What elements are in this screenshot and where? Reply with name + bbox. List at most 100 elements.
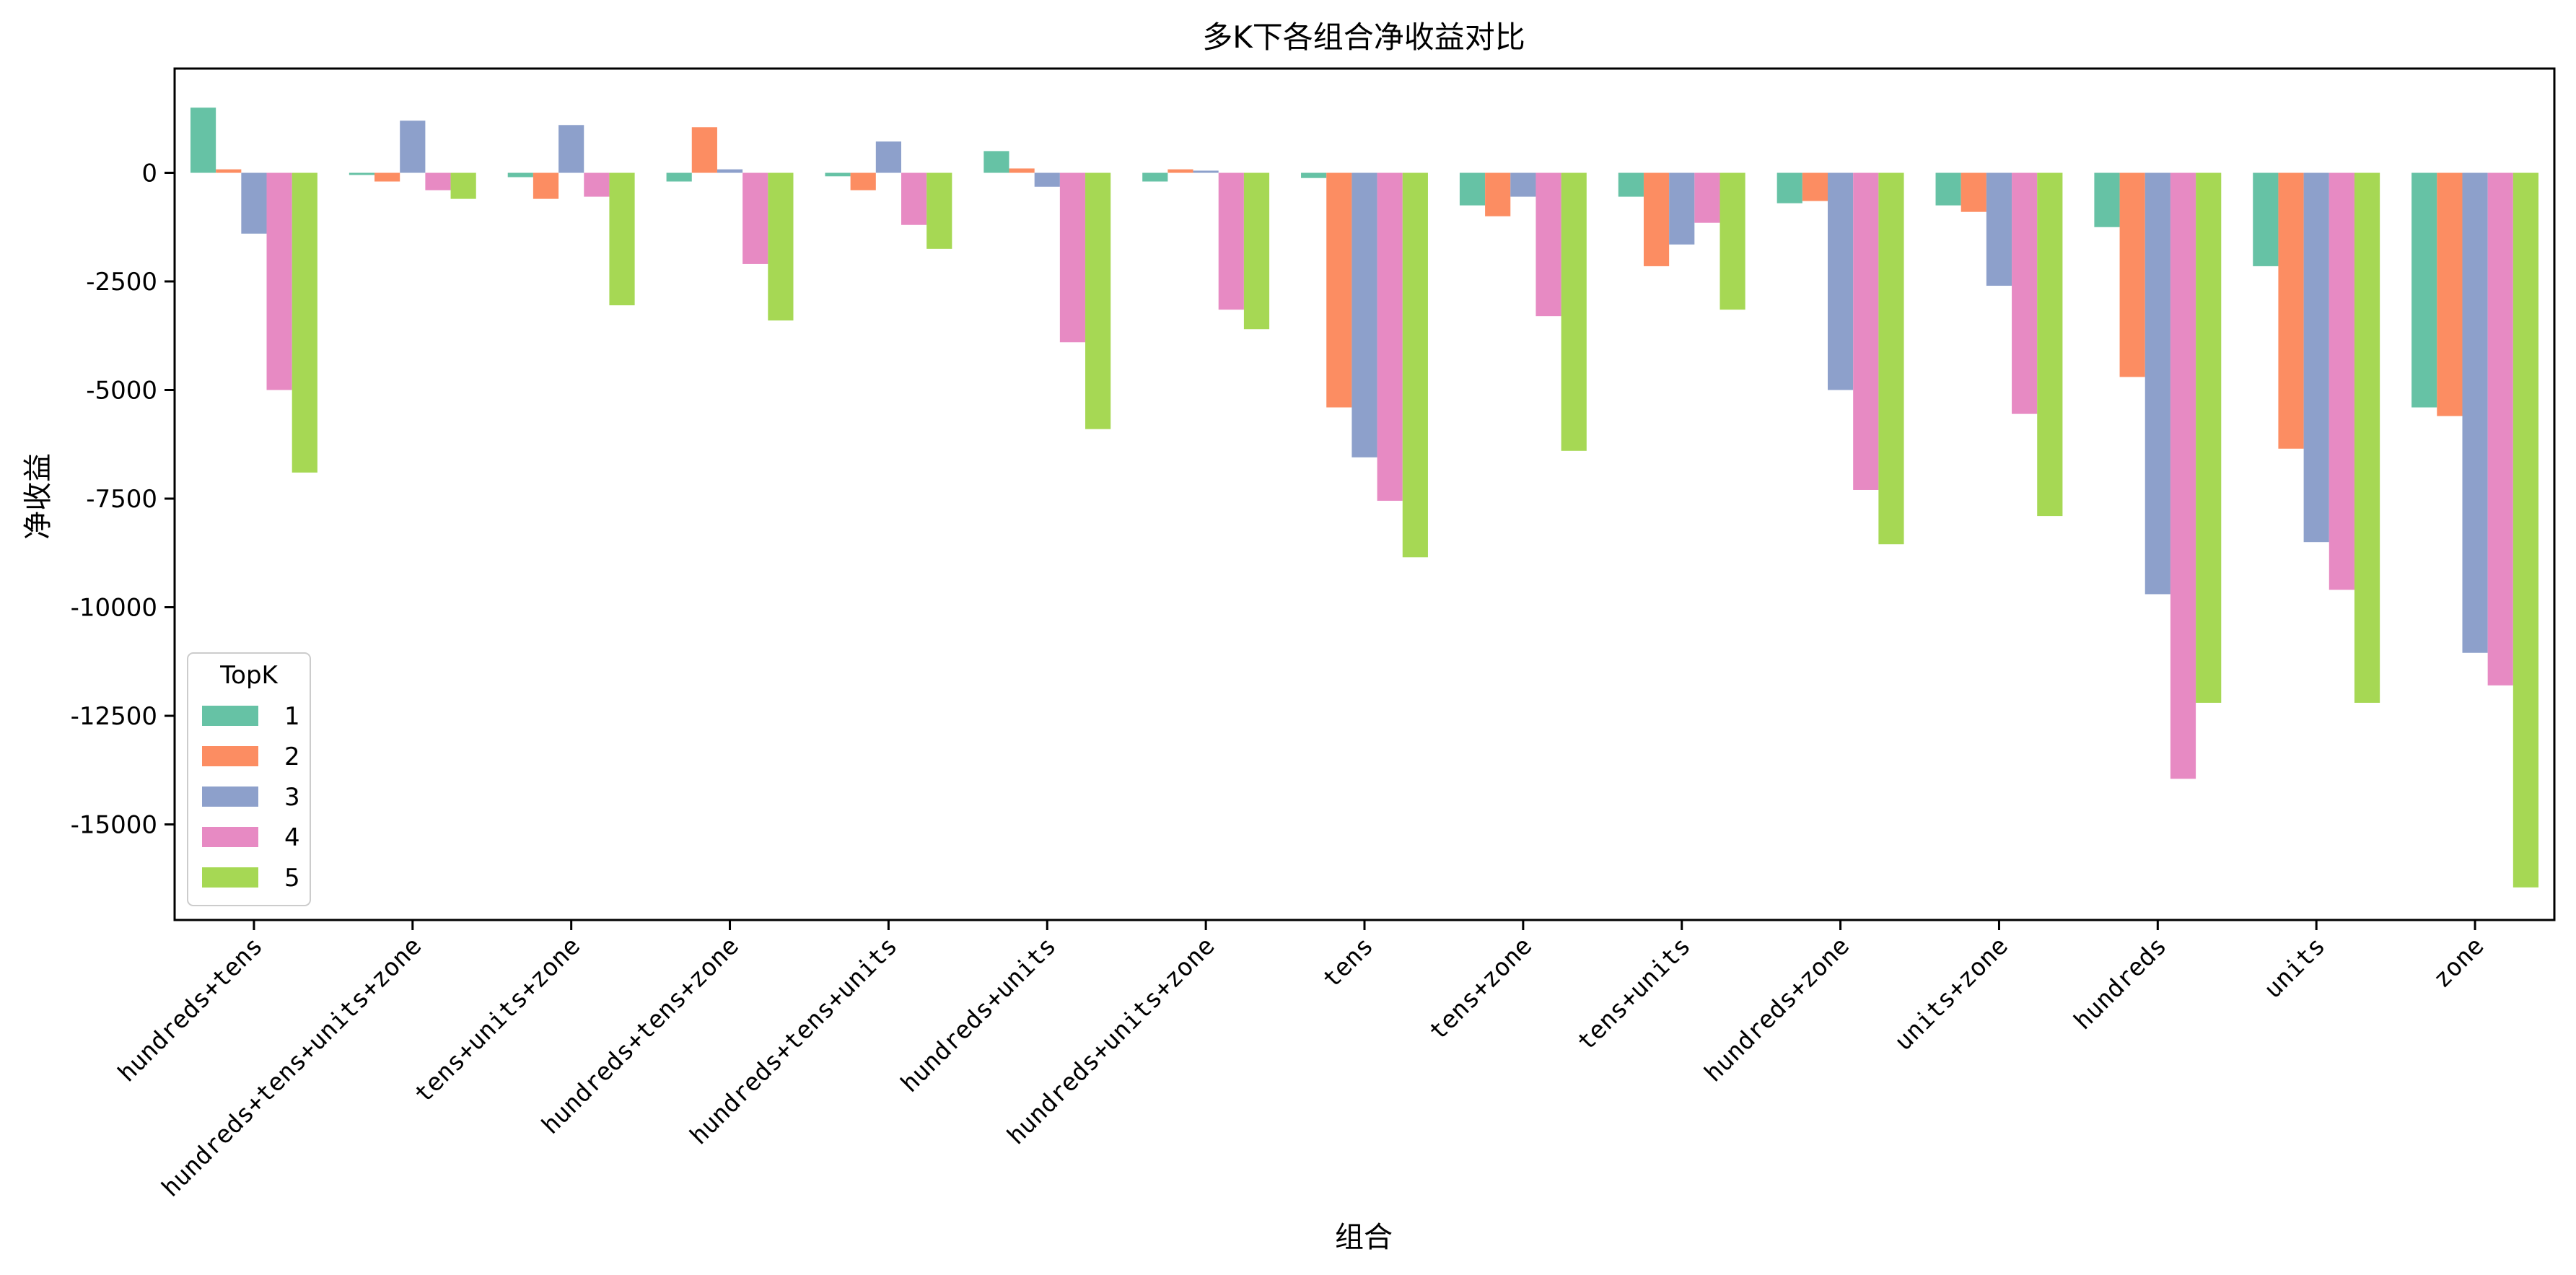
x-axis: hundreds+tenshundreds+tens+units+zoneten…	[113, 920, 2489, 1203]
bar-tens+units+zone-topk-1	[507, 172, 533, 178]
bar-units+zone-topk-5	[2037, 172, 2063, 517]
bar-tens-topk-4	[1377, 172, 1403, 501]
bar-tens+units-topk-2	[1643, 172, 1670, 266]
bar-hundreds+units-topk-1	[983, 151, 1009, 173]
bar-tens+zone-topk-3	[1510, 172, 1536, 197]
bar-hundreds+units+zone-topk-4	[1218, 172, 1244, 310]
bar-units+zone-topk-1	[1935, 172, 1961, 206]
bar-hundreds+tens+zone-topk-4	[742, 172, 768, 264]
bar-hundreds+tens-topk-5	[292, 172, 317, 473]
bar-hundreds+tens+units-topk-4	[901, 172, 927, 225]
bar-tens+zone-topk-2	[1485, 172, 1511, 216]
bar-units+zone-topk-2	[1961, 172, 1986, 212]
legend-swatch-4	[202, 827, 258, 847]
bars-group	[190, 108, 2539, 888]
bar-hundreds+tens+zone-topk-1	[666, 172, 692, 182]
bar-tens-topk-2	[1326, 172, 1352, 408]
bar-hundreds+units+zone-topk-2	[1167, 169, 1193, 173]
bar-zone-topk-3	[2462, 172, 2488, 653]
y-axis: 0 -2500 -5000 -7500 -10000 -12500 -15000	[71, 159, 175, 840]
x-tick-label: tens+units+zone	[409, 932, 586, 1108]
bar-units+zone-topk-4	[2012, 172, 2038, 414]
y-tick-label: -2500	[86, 268, 157, 297]
bar-units+zone-topk-3	[1986, 172, 2012, 286]
bar-hundreds+tens-topk-1	[190, 108, 216, 173]
bar-hundreds-topk-1	[2094, 172, 2120, 227]
x-tick-label: tens	[1317, 932, 1379, 994]
x-tick-label: tens+units	[1572, 932, 1696, 1056]
bar-hundreds+tens+units+zone-topk-2	[374, 172, 400, 182]
bar-hundreds+tens+units-topk-2	[850, 172, 876, 190]
bar-hundreds+zone-topk-1	[1777, 172, 1802, 203]
bar-tens+units+zone-topk-2	[533, 172, 559, 199]
bar-zone-topk-2	[2437, 172, 2463, 416]
x-tick-label: units	[2259, 932, 2331, 1004]
x-tick-label: hundreds+tens	[113, 932, 268, 1087]
bar-hundreds+tens+zone-topk-3	[717, 169, 743, 173]
bar-hundreds+units+zone-topk-1	[1142, 172, 1168, 182]
bar-zone-topk-5	[2513, 172, 2539, 888]
y-tick-label: 0	[141, 159, 157, 188]
bar-tens+units+zone-topk-4	[584, 172, 610, 197]
y-tick-label: -10000	[71, 594, 157, 623]
bar-zone-topk-1	[2411, 172, 2437, 408]
bar-units-topk-2	[2278, 172, 2304, 449]
legend-swatch-5	[202, 867, 258, 888]
bar-units-topk-3	[2303, 172, 2329, 543]
bar-tens+zone-topk-5	[1561, 172, 1587, 451]
bar-hundreds+zone-topk-4	[1853, 172, 1879, 490]
bar-tens+units-topk-3	[1669, 172, 1695, 245]
bar-tens+zone-topk-4	[1535, 172, 1561, 317]
x-tick-label: hundreds	[2069, 932, 2173, 1035]
bar-hundreds+zone-topk-2	[1802, 172, 1828, 201]
bar-hundreds+units+zone-topk-3	[1193, 170, 1219, 173]
x-tick-label: hundreds+units	[895, 932, 1062, 1098]
legend: TopK 1 2 3 4 5	[187, 652, 311, 906]
bar-hundreds+units-topk-4	[1059, 172, 1086, 343]
bar-hundreds+tens+units+zone-topk-1	[349, 172, 375, 175]
bar-hundreds+units+zone-topk-5	[1243, 172, 1270, 330]
bar-hundreds-topk-2	[2119, 172, 2145, 377]
x-tick-label: units+zone	[1889, 932, 2014, 1056]
y-axis-title: 净收益	[22, 453, 55, 540]
legend-swatch-1	[202, 706, 258, 726]
bar-hundreds+tens+units+zone-topk-4	[425, 172, 451, 190]
legend-label-2: 2	[284, 742, 300, 771]
bar-hundreds-topk-3	[2145, 172, 2170, 595]
bar-hundreds+units-topk-3	[1034, 172, 1060, 187]
bar-hundreds+zone-topk-5	[1878, 172, 1904, 545]
y-tick-label: -12500	[71, 702, 157, 731]
x-tick-label: hundreds+zone	[1699, 932, 1855, 1087]
bar-hundreds+tens+zone-topk-5	[768, 172, 794, 321]
x-tick-label: tens+zone	[1424, 932, 1538, 1046]
legend-label-1: 1	[284, 702, 300, 731]
bar-hundreds+tens+units-topk-5	[926, 172, 952, 249]
bar-hundreds+tens+units+zone-topk-5	[450, 172, 476, 199]
bar-zone-topk-4	[2487, 172, 2513, 685]
legend-label-3: 3	[284, 783, 300, 812]
bar-units-topk-1	[2253, 172, 2279, 266]
x-axis-title: 组合	[1335, 1221, 1393, 1254]
legend-label-5: 5	[284, 864, 300, 893]
bar-hundreds-topk-5	[2196, 172, 2222, 703]
bar-tens+units-topk-4	[1694, 172, 1720, 223]
legend-title: TopK	[219, 661, 279, 690]
bar-tens+units+zone-topk-5	[609, 172, 635, 306]
y-tick-label: -15000	[71, 811, 157, 840]
x-tick-label: hundreds+tens+units+zone	[156, 932, 427, 1203]
bar-tens-topk-5	[1402, 172, 1428, 558]
bar-hundreds+tens-topk-3	[241, 172, 267, 234]
y-tick-label: -5000	[86, 377, 157, 406]
x-tick-label: zone	[2427, 932, 2489, 994]
bar-units-topk-4	[2329, 172, 2354, 590]
bar-tens+units-topk-1	[1618, 172, 1644, 197]
bar-tens+units+zone-topk-3	[558, 125, 584, 173]
bar-hundreds+tens+units-topk-3	[875, 141, 901, 173]
chart-title: 多K下各组合净收益对比	[1202, 19, 1525, 55]
bar-hundreds+zone-topk-3	[1828, 172, 1854, 390]
y-tick-label: -7500	[86, 485, 157, 514]
legend-swatch-3	[202, 787, 258, 807]
bar-hundreds+units-topk-2	[1009, 168, 1035, 173]
bar-tens+zone-topk-1	[1459, 172, 1486, 206]
bar-hundreds+units-topk-5	[1085, 172, 1111, 429]
